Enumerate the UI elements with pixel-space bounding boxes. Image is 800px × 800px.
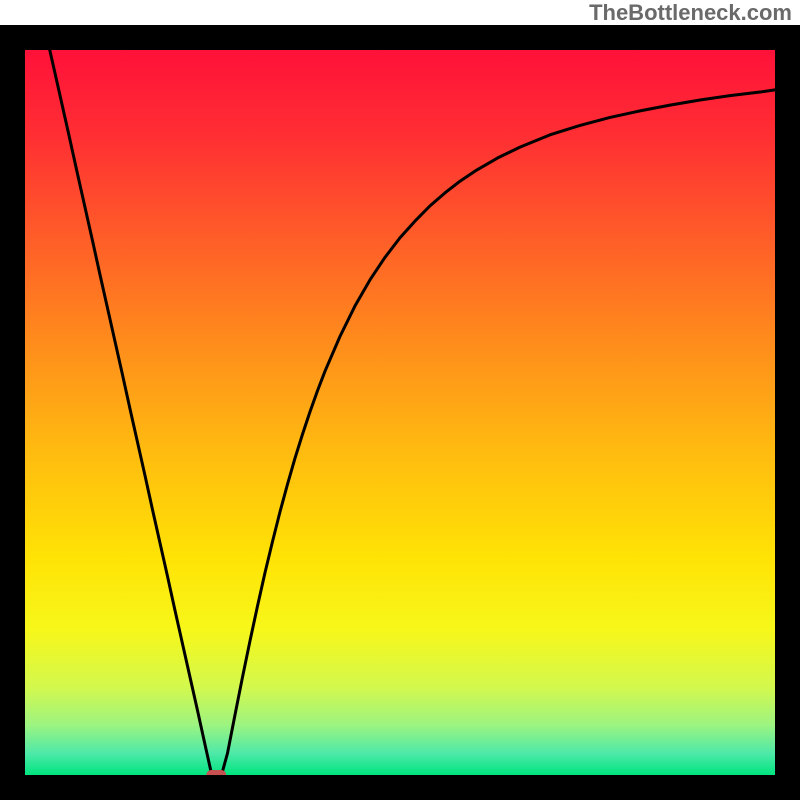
bottleneck-chart (0, 0, 800, 800)
border-left (0, 25, 25, 800)
chart-background (25, 50, 775, 775)
border-bottom (0, 775, 800, 800)
watermark-text: TheBottleneck.com (589, 0, 792, 26)
border-right (775, 25, 800, 800)
chart-container: TheBottleneck.com (0, 0, 800, 800)
border-top (0, 25, 800, 50)
